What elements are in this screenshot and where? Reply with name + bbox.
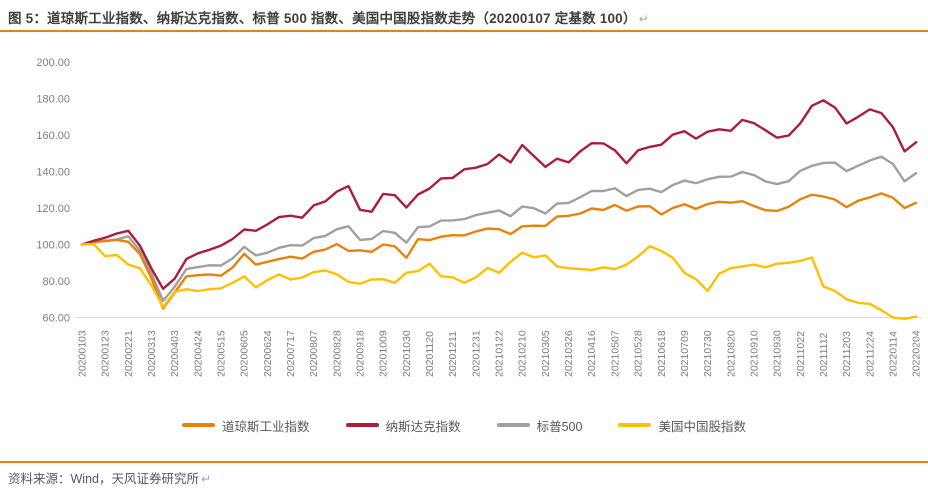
figure-title-text: 图 5：道琼斯工业指数、纳斯达克指数、标普 500 指数、美国中国股指数走势（2… (8, 11, 637, 26)
x-axis-tick-label: 20211203 (841, 331, 853, 377)
footer-divider-rule (0, 461, 928, 463)
line-chart: 200.00 180.00 160.00 140.00 120.00 100.00 80.0… (36, 57, 923, 377)
series-line-3 (80, 155, 918, 303)
legend-label: 道琼斯工业指数 (222, 419, 310, 434)
y-axis-tick-label: 60.00 (42, 313, 70, 325)
x-axis-tick-label: 20200717 (285, 330, 297, 377)
source-note-text: 资料来源：Wind，天风证券研究所 (8, 472, 199, 486)
x-axis-tick-label: 20201231 (470, 330, 482, 377)
x-axis-tick-label: 20201120 (424, 331, 436, 377)
legend-item: 标普500 (496, 416, 583, 435)
series-line-1 (80, 192, 918, 310)
x-axis-tick-label: 20220204 (911, 330, 923, 377)
legend-label: 标普500 (536, 419, 583, 434)
x-axis-tick-label: 20210618 (656, 330, 668, 377)
y-axis-tick-label: 200.00 (36, 57, 70, 69)
x-axis-tick-label: 20200103 (77, 330, 89, 377)
x-axis-tick-label: 20210305 (540, 330, 552, 377)
x-axis-tick-label: 20200515 (216, 330, 228, 377)
title-divider-rule (0, 30, 928, 32)
legend-line-marker (182, 423, 216, 427)
x-axis-tick-label: 20201009 (378, 330, 390, 377)
x-axis-tick-label: 20200624 (262, 330, 274, 377)
legend-item: 美国中国股指数 (618, 416, 746, 435)
x-axis-tick-label: 20200123 (100, 330, 112, 377)
x-axis-tick-label: 20201211 (447, 331, 459, 377)
x-axis-tick-label: 20200221 (123, 330, 135, 377)
x-axis-tick-label: 20210507 (609, 330, 621, 377)
x-axis-tick-label: 20210528 (633, 330, 645, 377)
legend-item: 纳斯达克指数 (345, 416, 461, 435)
x-axis-tick-label: 20200313 (146, 330, 158, 377)
x-axis-tick-label: 20200828 (331, 330, 343, 377)
x-axis-tick-label: 20200605 (239, 330, 251, 377)
legend-item: 道琼斯工业指数 (182, 416, 310, 435)
x-axis-tick-label: 20210709 (679, 330, 691, 377)
x-axis-tick-label: 20210416 (586, 330, 598, 377)
x-axis-tick-label: 20220114 (887, 331, 899, 377)
paragraph-return-icon: ↵ (638, 12, 649, 26)
legend-line-marker (345, 423, 379, 427)
legend-line-marker (618, 423, 652, 427)
paragraph-return-icon: ↵ (200, 472, 212, 486)
y-axis-tick-label: 180.00 (36, 94, 70, 106)
series-line-4 (80, 242, 918, 320)
x-axis-tick-label: 20200807 (308, 330, 320, 377)
y-axis-tick-label: 100.00 (36, 240, 70, 252)
legend-label: 美国中国股指数 (658, 419, 746, 434)
x-axis-tick-label: 20211112 (818, 332, 830, 377)
x-axis-tick-label: 20210820 (725, 330, 737, 377)
y-axis-tick-label: 80.00 (42, 276, 70, 288)
x-axis-tick-label: 20211224 (864, 331, 876, 377)
x-axis-tick-label: 20201030 (401, 330, 413, 377)
x-axis-tick-label: 20200403 (169, 330, 181, 377)
x-axis-tick-label: 20210122 (494, 330, 506, 377)
x-axis-tick-label: 20210210 (517, 330, 529, 377)
figure-title: 图 5：道琼斯工业指数、纳斯达克指数、标普 500 指数、美国中国股指数走势（2… (8, 7, 920, 27)
x-axis-tick-label: 20210730 (702, 330, 714, 377)
chart-legend: 道琼斯工业指数 纳斯达克指数 标普500 美国中国股指数 (0, 413, 928, 437)
series-line-2 (80, 99, 918, 291)
x-axis-tick-label: 20211022 (795, 331, 807, 377)
y-axis-tick-label: 160.00 (36, 130, 70, 142)
legend-line-marker (496, 423, 530, 427)
x-axis-tick-label: 20210326 (563, 330, 575, 377)
y-axis-tick-label: 140.00 (36, 167, 70, 179)
x-axis-tick-label: 20200424 (192, 330, 204, 377)
x-axis-tick-label: 20210930 (772, 330, 784, 377)
y-axis-tick-label: 120.00 (36, 203, 70, 215)
source-note: 资料来源：Wind，天风证券研究所 ↵ (8, 468, 211, 487)
legend-label: 纳斯达克指数 (385, 419, 461, 434)
x-axis-tick-label: 20210910 (748, 330, 760, 377)
x-axis-tick-label: 20200918 (355, 330, 367, 377)
